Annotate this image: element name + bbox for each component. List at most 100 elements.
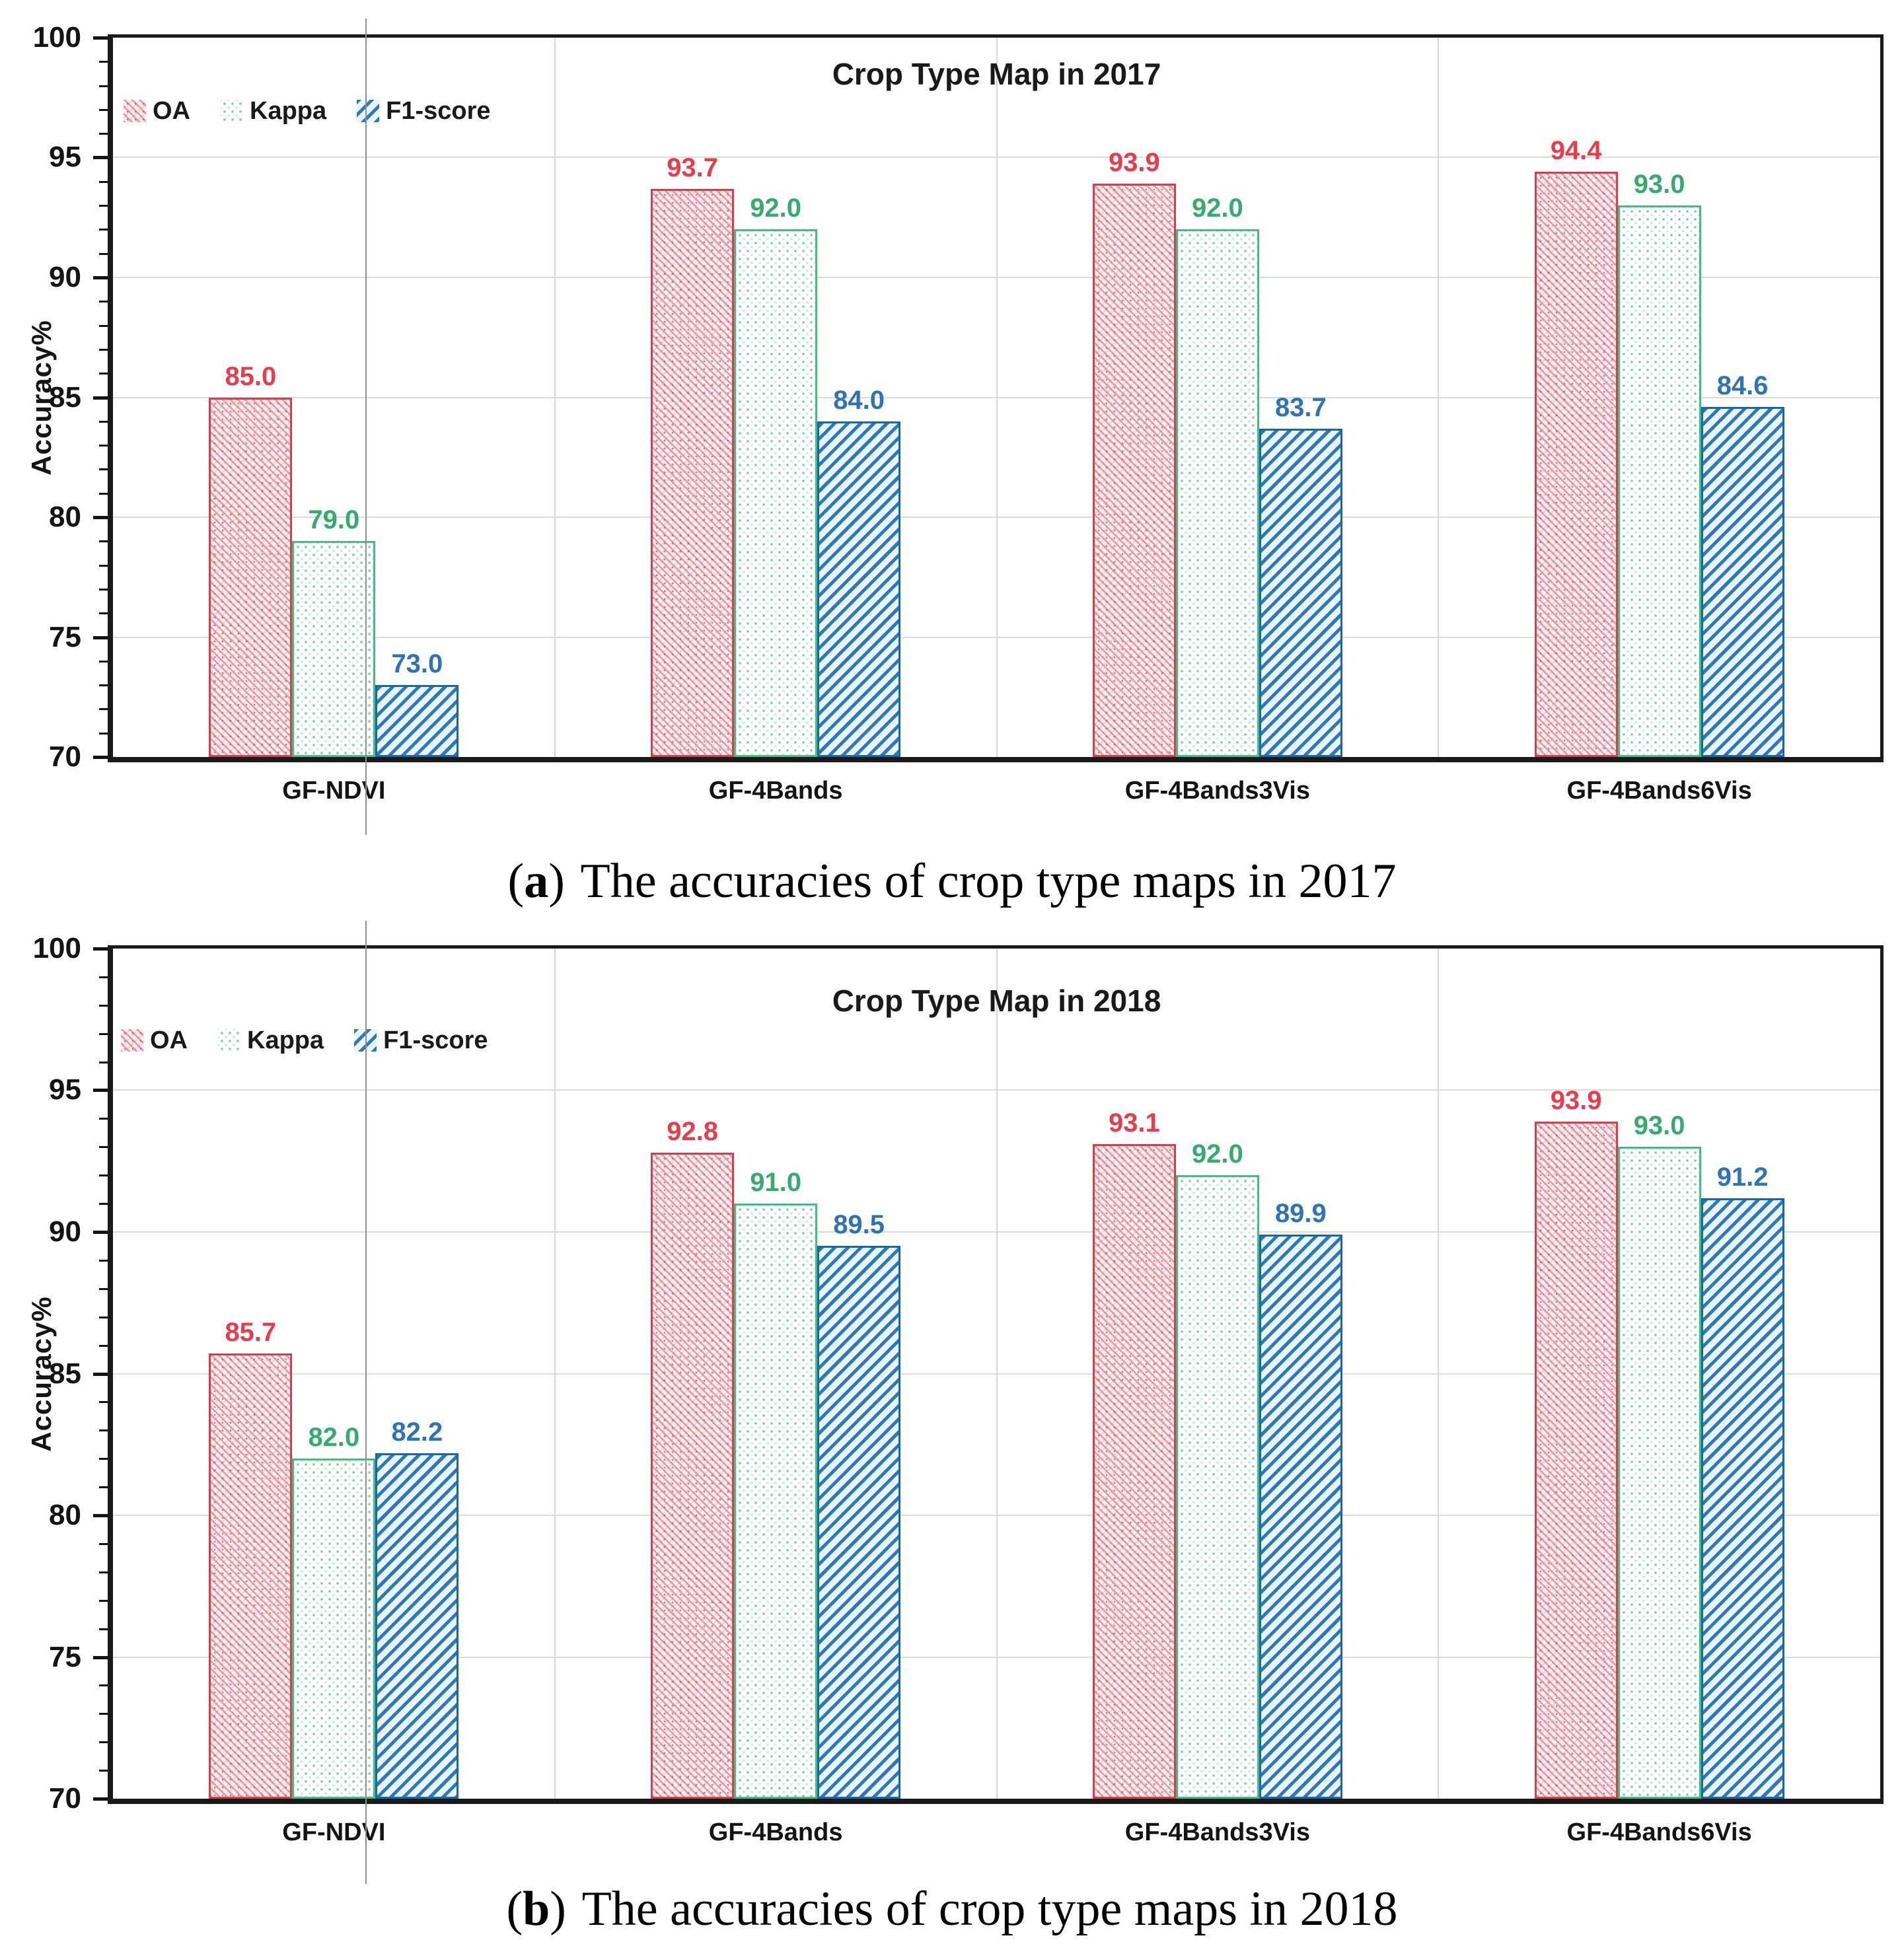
bar-f1-GF-4Bands3Vis: [1259, 428, 1342, 757]
vertical-artifact-line: [365, 18, 367, 835]
caption-text: The accuracies of crop type maps in 2017: [580, 854, 1397, 908]
minor-tick-72: [99, 708, 108, 711]
minor-tick-71: [99, 732, 108, 735]
minor-tick-86: [99, 373, 108, 375]
caption-letter: b: [523, 1882, 550, 1936]
minor-tick-98: [99, 85, 108, 87]
legend-swatch-kappa-icon: [218, 1029, 240, 1052]
major-tick-70: [93, 1797, 108, 1801]
bar-kappa-GF-4Bands6Vis: [1617, 205, 1701, 757]
bar-f1-GF-4Bands6Vis: [1701, 407, 1784, 757]
minor-tick-91: [99, 1203, 108, 1206]
minor-tick-93: [99, 205, 108, 207]
v-gridline-3: [1438, 38, 1440, 757]
chart-title: Crop Type Map in 2017: [832, 57, 1161, 91]
x-category-label-GF-4Bands6Vis: GF-4Bands6Vis: [1566, 1819, 1752, 1846]
minor-tick-99: [99, 976, 108, 978]
chart-2017: Crop Type Map in 2017 OA Kappa F1-score …: [0, 0, 1904, 918]
minor-tick-83: [99, 1429, 108, 1432]
minor-tick-89: [99, 301, 108, 303]
legend-label-kappa: Kappa: [247, 1027, 324, 1054]
bar-f1-GF-4Bands6Vis: [1701, 1198, 1784, 1799]
bar-value-kappa-GF-4Bands: 91.0: [750, 1168, 802, 1198]
bar-kappa-GF-4Bands6Vis: [1617, 1147, 1701, 1799]
minor-tick-93: [99, 1146, 108, 1149]
vertical-artifact-line: [365, 921, 367, 1884]
minor-tick-87: [99, 348, 108, 351]
caption-close-paren: ): [550, 1882, 566, 1936]
y-tick-label-85: 85: [49, 380, 81, 414]
minor-tick-83: [99, 445, 108, 447]
minor-tick-79: [99, 540, 108, 543]
minor-tick-94: [99, 180, 108, 183]
minor-tick-78: [99, 1571, 108, 1573]
y-tick-label-70: 70: [49, 1782, 81, 1815]
y-tick-label-85: 85: [49, 1357, 81, 1390]
v-gridline-1: [554, 949, 556, 1799]
minor-tick-97: [99, 108, 108, 111]
bar-value-kappa-GF-NDVI: 79.0: [308, 505, 360, 535]
minor-tick-94: [99, 1118, 108, 1120]
legend: OA Kappa F1-score: [121, 1028, 519, 1053]
bar-f1-GF-4Bands: [817, 1246, 901, 1799]
minor-tick-74: [99, 660, 108, 663]
bar-f1-GF-NDVI: [375, 685, 459, 757]
bar-kappa-GF-NDVI: [292, 541, 376, 757]
legend-label-f1: F1-score: [383, 1027, 488, 1054]
minor-tick-91: [99, 252, 108, 255]
minor-tick-76: [99, 612, 108, 615]
y-tick-label-100: 100: [32, 932, 81, 964]
minor-tick-77: [99, 588, 108, 591]
caption-close-paren: ): [548, 854, 565, 908]
legend-swatch-oa-icon: [124, 100, 146, 122]
bar-value-f1-GF-4Bands: 84.0: [833, 385, 885, 415]
y-tick-label-75: 75: [49, 620, 81, 653]
legend-item-kappa: Kappa: [221, 98, 326, 124]
v-gridline-2: [996, 38, 998, 757]
y-tick-label-90: 90: [49, 1215, 81, 1248]
y-tick-label-100: 100: [32, 21, 81, 54]
x-category-label-GF-4Bands: GF-4Bands: [708, 777, 843, 805]
bar-value-oa-GF-NDVI: 85.0: [225, 361, 277, 391]
bar-value-kappa-GF-4Bands: 92.0: [750, 194, 802, 223]
legend-item-f1: F1-score: [357, 97, 491, 125]
major-tick-75: [93, 1655, 108, 1659]
x-category-label-GF-4Bands: GF-4Bands: [708, 1819, 843, 1846]
plot-area: Crop Type Map in 2018 OA Kappa F1-score …: [26, 934, 1884, 1846]
major-tick-80: [93, 515, 108, 519]
bar-value-oa-GF-4Bands: 93.7: [667, 153, 719, 182]
bar-value-f1-GF-4Bands6Vis: 84.6: [1716, 371, 1769, 401]
minor-tick-72: [99, 1741, 108, 1744]
legend-item-kappa: Kappa: [218, 1028, 324, 1053]
legend-label-f1: F1-score: [386, 97, 491, 125]
legend-item-f1: F1-score: [354, 1028, 488, 1053]
legend: OA Kappa F1-score: [124, 98, 521, 124]
minor-tick-76: [99, 1628, 108, 1630]
chart-title: Crop Type Map in 2018: [832, 984, 1161, 1018]
y-tick-label-75: 75: [49, 1640, 81, 1673]
minor-tick-77: [99, 1599, 108, 1602]
v-gridline-1: [554, 38, 556, 757]
minor-tick-99: [99, 61, 108, 63]
x-category-label-GF-4Bands3Vis: GF-4Bands3Vis: [1124, 777, 1310, 805]
minor-tick-82: [99, 1458, 108, 1460]
y-tick-label-70: 70: [49, 740, 81, 773]
bar-value-oa-GF-4Bands6Vis: 94.4: [1550, 136, 1602, 166]
bar-kappa-GF-4Bands3Vis: [1175, 229, 1259, 757]
bar-f1-GF-4Bands3Vis: [1259, 1235, 1342, 1799]
minor-tick-82: [99, 468, 108, 471]
minor-tick-88: [99, 1287, 108, 1290]
bar-value-oa-GF-4Bands: 92.8: [667, 1116, 719, 1146]
minor-tick-96: [99, 1061, 108, 1063]
v-gridline-3: [1438, 949, 1440, 1799]
legend-swatch-oa-icon: [121, 1029, 143, 1052]
minor-tick-96: [99, 133, 108, 135]
minor-tick-88: [99, 324, 108, 327]
x-category-label-GF-NDVI: GF-NDVI: [282, 777, 386, 805]
minor-tick-78: [99, 564, 108, 567]
caption-open-paren: (: [507, 854, 525, 908]
major-tick-80: [93, 1513, 108, 1517]
legend-label-oa: OA: [150, 1027, 188, 1054]
bar-kappa-GF-4Bands: [734, 229, 818, 757]
bar-value-f1-GF-4Bands6Vis: 91.2: [1716, 1162, 1769, 1192]
